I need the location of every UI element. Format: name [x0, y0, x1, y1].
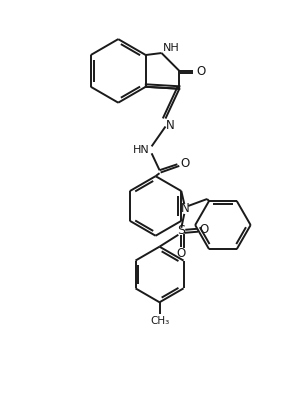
Text: CH₃: CH₃ [150, 316, 169, 326]
Text: O: O [200, 223, 209, 236]
Text: O: O [197, 65, 206, 78]
Text: O: O [177, 247, 186, 260]
Text: NH: NH [163, 43, 180, 53]
Text: S: S [177, 224, 185, 237]
Text: O: O [181, 157, 190, 170]
Text: N: N [166, 119, 175, 132]
Text: N: N [181, 203, 190, 215]
Text: HN: HN [133, 145, 150, 155]
